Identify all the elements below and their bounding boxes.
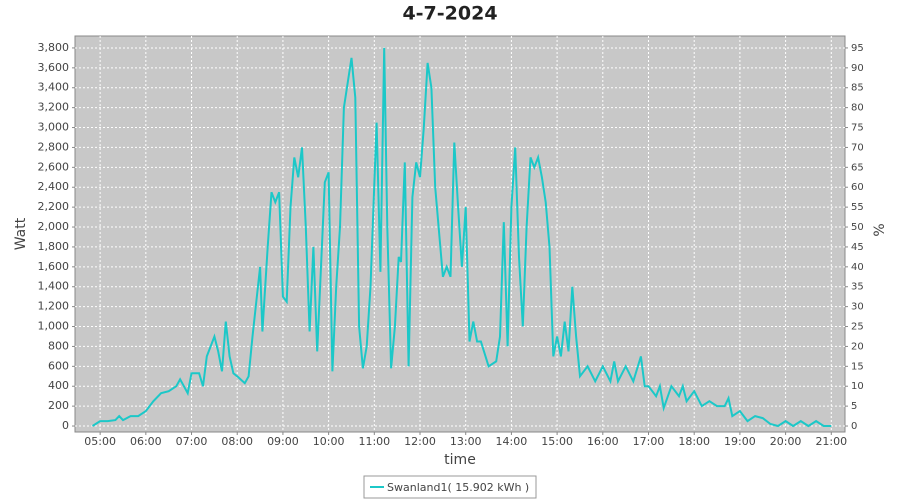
x-tick-label: 20:00 [770,435,802,448]
y2-tick-label: 60 [851,182,864,193]
x-tick-label: 06:00 [130,435,162,448]
x-tick-label: 12:00 [404,435,436,448]
y-tick-label: 3,800 [38,41,70,54]
y-tick-label: 2,200 [38,200,70,213]
x-tick-label: 19:00 [724,435,756,448]
y2-tick-label: 40 [851,262,864,273]
legend-label: Swanland1( 15.902 kWh ) [387,481,529,494]
x-tick-label: 09:00 [267,435,299,448]
data-line [91,47,832,428]
y-tick-label: 200 [48,399,69,412]
y2-tick-label: 10 [851,381,864,392]
x-tick-label: 08:00 [221,435,253,448]
y-tick-label: 1,400 [38,280,70,293]
x-axis-label: time [444,452,476,468]
legend [363,475,537,499]
y2-tick-label: 45 [851,242,864,253]
y2-tick-label: 70 [851,142,864,153]
y2-tick-label: 85 [851,83,864,94]
y-tick-label: 2,400 [38,180,70,193]
y-tick-label: 400 [48,379,69,392]
x-tick-label: 21:00 [815,435,847,448]
x-tick-label: 07:00 [176,435,208,448]
chart-title: 4-7-2024 [402,3,497,25]
y2-tick-label: 50 [851,222,864,233]
x-tick-label: 10:00 [313,435,345,448]
y2-tick-label: 20 [851,341,864,352]
y2-tick-label: 80 [851,103,864,114]
y2-tick-label: 90 [851,63,864,74]
x-tick-label: 15:00 [541,435,573,448]
y-tick-label: 3,600 [38,61,70,74]
y2-tick-label: 0 [851,421,857,432]
x-tick-label: 18:00 [678,435,710,448]
y2-axis-label: % [872,223,888,236]
y-tick-label: 0 [62,419,69,432]
y2-tick-label: 35 [851,282,864,293]
y2-tick-label: 95 [851,43,864,54]
y2-tick-label: 15 [851,361,864,372]
x-tick-label: 16:00 [587,435,619,448]
y-tick-label: 2,000 [38,220,70,233]
y2-tick-label: 65 [851,162,864,173]
y-tick-label: 1,000 [38,320,70,333]
y-tick-label: 1,600 [38,260,70,273]
y-axis-label: Watt [13,217,29,250]
y2-tick-label: 5 [851,401,857,412]
y-tick-label: 800 [48,339,69,352]
y-tick-label: 2,600 [38,160,70,173]
y-tick-label: 3,200 [38,101,70,114]
y2-tick-label: 75 [851,123,864,134]
y-tick-label: 2,800 [38,140,70,153]
x-tick-label: 05:00 [84,435,116,448]
y-tick-label: 1,200 [38,300,70,313]
y-tick-label: 3,000 [38,121,70,134]
y2-tick-label: 55 [851,202,864,213]
x-tick-label: 17:00 [633,435,665,448]
x-tick-label: 13:00 [450,435,482,448]
x-tick-label: 11:00 [358,435,390,448]
y2-tick-label: 30 [851,302,864,313]
y-tick-label: 600 [48,359,69,372]
y-tick-label: 3,400 [38,81,70,94]
y2-tick-label: 25 [851,322,864,333]
x-tick-label: 14:00 [496,435,528,448]
y-tick-label: 1,800 [38,240,70,253]
